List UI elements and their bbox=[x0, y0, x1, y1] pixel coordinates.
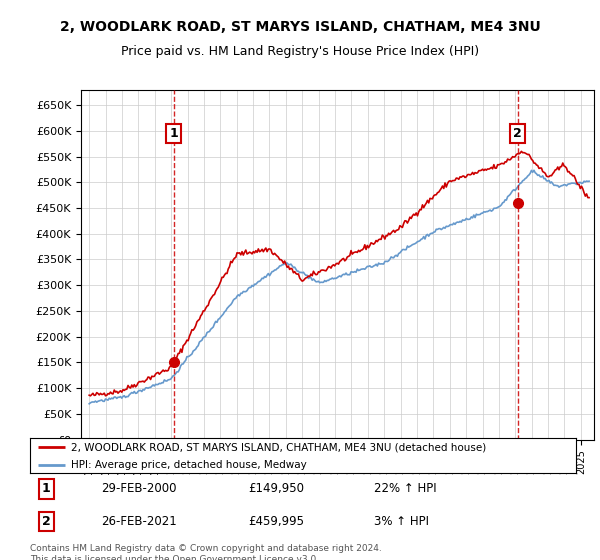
Text: 26-FEB-2021: 26-FEB-2021 bbox=[101, 515, 177, 529]
Text: 3% ↑ HPI: 3% ↑ HPI bbox=[374, 515, 429, 529]
Text: 1: 1 bbox=[42, 482, 51, 496]
Text: 2, WOODLARK ROAD, ST MARYS ISLAND, CHATHAM, ME4 3NU: 2, WOODLARK ROAD, ST MARYS ISLAND, CHATH… bbox=[59, 20, 541, 34]
Text: 2: 2 bbox=[42, 515, 51, 529]
Text: £459,995: £459,995 bbox=[248, 515, 304, 529]
Text: £149,950: £149,950 bbox=[248, 482, 304, 496]
Text: 2, WOODLARK ROAD, ST MARYS ISLAND, CHATHAM, ME4 3NU (detached house): 2, WOODLARK ROAD, ST MARYS ISLAND, CHATH… bbox=[71, 442, 486, 452]
Text: 22% ↑ HPI: 22% ↑ HPI bbox=[374, 482, 437, 496]
Text: 29-FEB-2000: 29-FEB-2000 bbox=[101, 482, 176, 496]
Text: Price paid vs. HM Land Registry's House Price Index (HPI): Price paid vs. HM Land Registry's House … bbox=[121, 45, 479, 58]
Text: 1: 1 bbox=[169, 127, 178, 140]
Text: 2: 2 bbox=[514, 127, 522, 140]
Text: Contains HM Land Registry data © Crown copyright and database right 2024.
This d: Contains HM Land Registry data © Crown c… bbox=[30, 544, 382, 560]
Text: HPI: Average price, detached house, Medway: HPI: Average price, detached house, Medw… bbox=[71, 460, 307, 469]
